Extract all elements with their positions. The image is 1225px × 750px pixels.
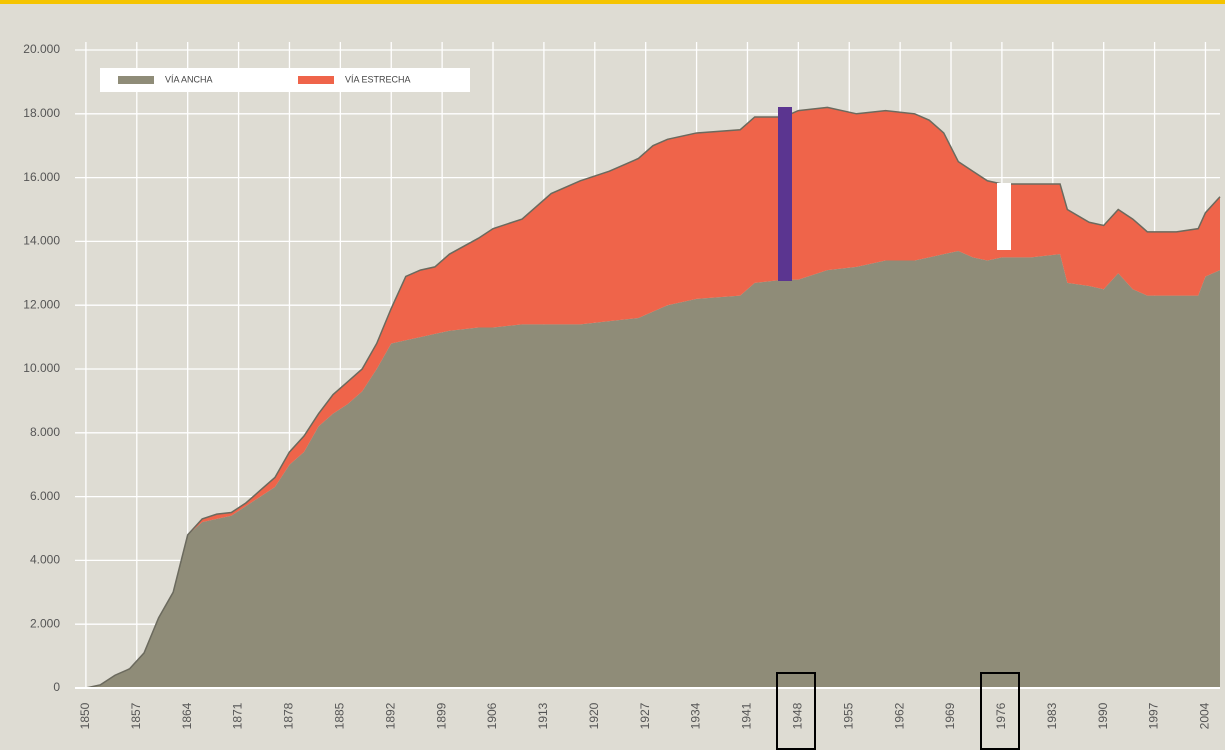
y-tick-label: 20.000 (23, 42, 60, 56)
x-tick-label: 1976 (994, 702, 1008, 729)
x-tick-label: 1899 (434, 702, 448, 729)
highlight-box (980, 672, 1020, 750)
x-tick-label: 1962 (892, 702, 906, 729)
legend: VÍA ANCHA VÍA ESTRECHA (118, 74, 411, 84)
x-tick-label: 1892 (383, 702, 397, 729)
legend-box (100, 68, 470, 92)
y-tick-label: 10.000 (23, 361, 60, 375)
x-tick-label: 1941 (740, 702, 754, 729)
legend-swatch (118, 76, 154, 84)
y-tick-label: 6.000 (30, 489, 60, 503)
y-tick-label: 8.000 (30, 425, 60, 439)
area-outline (85, 106, 1221, 689)
x-tick-label: 1871 (231, 702, 245, 729)
x-tick-label: 1913 (536, 702, 550, 729)
y-tick-label: 18.000 (23, 106, 60, 120)
area (85, 107, 1220, 689)
x-tick-label: 1955 (841, 702, 855, 729)
x-tick-label: 1885 (333, 702, 347, 729)
x-tick-label: 1934 (689, 702, 703, 729)
area (85, 250, 1220, 688)
y-tick-label: 12.000 (23, 297, 60, 311)
legend-label: VÍA ESTRECHA (345, 74, 411, 84)
x-tick-label: 1878 (282, 702, 296, 729)
x-tick-label: 1906 (485, 702, 499, 729)
x-tick-label: 2004 (1198, 702, 1212, 729)
x-tick-label: 1948 (791, 702, 805, 729)
x-tick-label: 1920 (587, 702, 601, 729)
x-tick-label: 1969 (943, 702, 957, 729)
y-tick-label: 4.000 (30, 553, 60, 567)
x-tick-label: 1864 (180, 702, 194, 729)
y-tick-label: 2.000 (30, 616, 60, 630)
top-stripe (0, 0, 1225, 4)
highlight-bar (778, 107, 792, 281)
legend-swatch (298, 76, 334, 84)
y-tick-label: 14.000 (23, 234, 60, 248)
y-tick-label: 16.000 (23, 170, 60, 184)
highlight-bar (997, 183, 1011, 250)
areas (85, 106, 1221, 689)
highlight-box (776, 672, 816, 750)
x-tick-label: 1927 (638, 702, 652, 729)
axes: 0 2.000 4.000 6.000 8.000 10.000 12.000 14.000 1… (23, 42, 1220, 729)
x-tick-label: 1990 (1096, 702, 1110, 729)
x-tick-label: 1997 (1147, 702, 1161, 729)
x-tick-label: 1983 (1045, 702, 1059, 729)
y-tick-label: 0 (53, 680, 60, 694)
x-tick-label: 1850 (78, 702, 92, 729)
legend-label: VÍA ANCHA (165, 74, 213, 84)
x-tick-label: 1857 (129, 702, 143, 729)
